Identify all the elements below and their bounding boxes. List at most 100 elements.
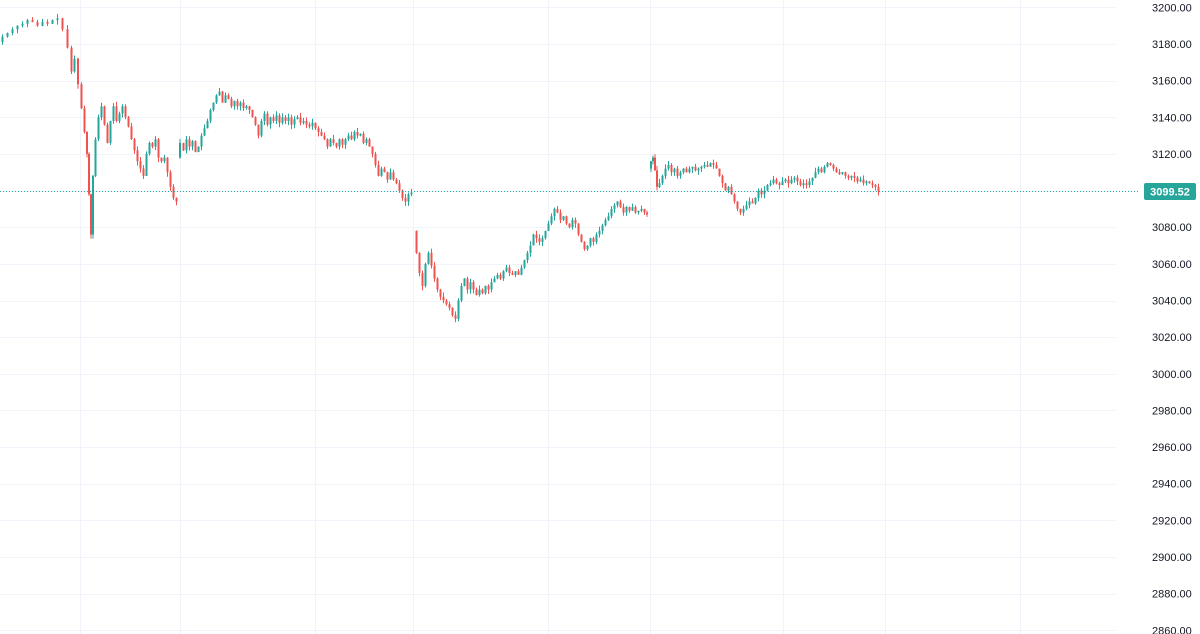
candle-body xyxy=(254,117,257,125)
candle-body xyxy=(496,274,499,279)
candle-body xyxy=(499,274,502,279)
candle-body xyxy=(157,139,160,158)
candle-body xyxy=(718,168,721,176)
candle-body xyxy=(697,168,700,171)
candle-body xyxy=(242,102,245,109)
candle-body xyxy=(439,289,442,297)
candle-body xyxy=(395,179,398,184)
candle-body xyxy=(790,179,793,184)
candle-body xyxy=(556,208,559,213)
candle-body xyxy=(323,135,326,140)
candle-body xyxy=(853,175,856,178)
candle-body xyxy=(410,192,413,195)
candle-body xyxy=(811,177,814,182)
candle-body xyxy=(829,163,832,165)
candle-body xyxy=(715,164,718,169)
candle-body xyxy=(607,216,610,220)
candle-body xyxy=(356,131,359,136)
candle-body xyxy=(562,216,565,220)
candle-body xyxy=(308,124,311,127)
candle-body xyxy=(311,122,314,127)
candle-body xyxy=(835,168,838,173)
candle-body xyxy=(380,168,383,176)
candle-body xyxy=(314,122,317,129)
candle-body xyxy=(493,278,496,283)
candle-body xyxy=(427,252,430,264)
candle-body xyxy=(589,238,592,246)
candle-body xyxy=(757,190,760,198)
candle-body xyxy=(257,124,260,136)
candle-body xyxy=(730,186,733,195)
candle-body xyxy=(212,102,215,110)
candle-body xyxy=(224,95,227,103)
candle-body xyxy=(145,153,148,176)
candle-body xyxy=(281,117,284,123)
candle-body xyxy=(574,219,577,224)
candle-body xyxy=(457,300,460,319)
candle-body xyxy=(478,289,481,296)
candle-body xyxy=(787,179,790,184)
candle-body xyxy=(532,234,535,246)
candle-body xyxy=(595,234,598,242)
candle-body xyxy=(832,164,835,169)
candle-body xyxy=(637,210,640,213)
candle-body xyxy=(700,166,703,169)
price-axis[interactable]: 3200.003180.003160.003140.003120.003100.… xyxy=(1152,2,1192,634)
candle-body xyxy=(841,172,844,175)
candle-body xyxy=(460,285,463,301)
candle-body xyxy=(194,141,197,153)
candle-body xyxy=(239,102,242,107)
candle-body xyxy=(874,185,877,187)
candle-body xyxy=(625,207,628,213)
candle-body xyxy=(421,273,424,286)
candle-body xyxy=(658,183,661,187)
candle-body xyxy=(709,163,712,167)
candle-body xyxy=(739,208,742,213)
candle-body xyxy=(290,117,293,125)
candle-body xyxy=(838,172,841,175)
candle-body xyxy=(83,108,86,132)
candle-body xyxy=(766,185,769,191)
price-axis-tick-label: 3000.00 xyxy=(1152,369,1192,381)
candle-body xyxy=(175,197,178,202)
candle-body xyxy=(613,205,616,209)
candle-body xyxy=(781,181,784,186)
candle-body xyxy=(350,135,353,140)
price-axis-tick-label: 2960.00 xyxy=(1152,442,1192,454)
candle-body xyxy=(424,263,427,286)
candle-body xyxy=(41,21,44,26)
candle-body xyxy=(338,139,341,147)
candle-body xyxy=(251,109,254,118)
candle-body xyxy=(445,300,448,305)
candle-body xyxy=(604,219,607,226)
candle-body xyxy=(646,212,648,215)
candle-body xyxy=(386,172,389,180)
candle-body xyxy=(275,115,278,121)
candle-body xyxy=(511,273,514,275)
candle-body xyxy=(877,186,880,192)
candle-body xyxy=(868,181,871,184)
candle-body xyxy=(844,172,847,176)
candle-body xyxy=(583,241,586,250)
candle-body xyxy=(469,282,472,290)
candle-body xyxy=(592,238,595,242)
candle-body xyxy=(404,197,407,202)
candle-body xyxy=(377,164,380,176)
candles xyxy=(1,14,880,323)
candle-body xyxy=(284,117,287,121)
candle-body xyxy=(31,20,34,22)
candle-body xyxy=(817,168,820,173)
candle-body xyxy=(565,216,568,224)
price-axis-tick-label: 3160.00 xyxy=(1152,76,1192,88)
candle-body xyxy=(502,271,505,279)
candle-body xyxy=(523,260,526,268)
candle-body xyxy=(46,21,49,24)
price-axis-tick-label: 3180.00 xyxy=(1152,39,1192,51)
candle-body xyxy=(721,175,724,184)
candle-body xyxy=(401,190,404,198)
candle-body xyxy=(188,139,191,147)
candle-body xyxy=(682,168,685,173)
candle-body xyxy=(182,142,185,151)
